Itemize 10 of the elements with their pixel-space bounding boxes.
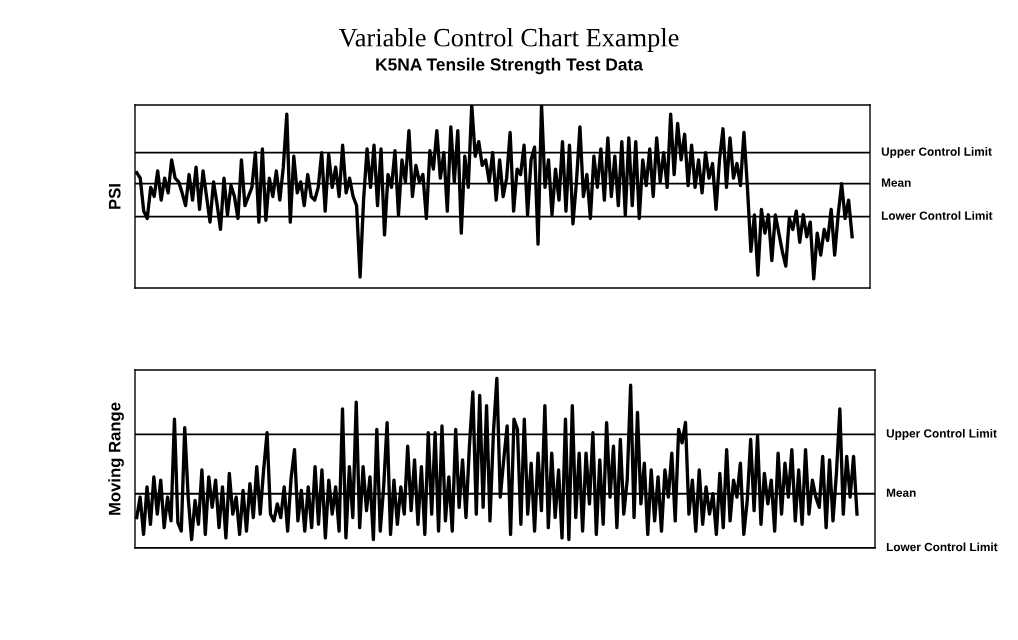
ref-line-label: Mean <box>886 488 916 497</box>
y-axis-title: Moving Range <box>108 402 124 515</box>
ref-line-label: Lower Control Limit <box>881 211 993 220</box>
ref-line-label: Mean <box>881 178 911 187</box>
y-axis-title: PSI <box>108 184 121 209</box>
ref-line-label: Lower Control Limit <box>886 542 998 552</box>
ref-line-label: Upper Control Limit <box>886 428 997 440</box>
chart-subtitle: K5NA Tensile Strength Test Data <box>376 57 644 75</box>
chart-title: Variable Control Chart Example <box>338 28 679 52</box>
ref-line-label: Upper Control Limit <box>881 147 992 159</box>
